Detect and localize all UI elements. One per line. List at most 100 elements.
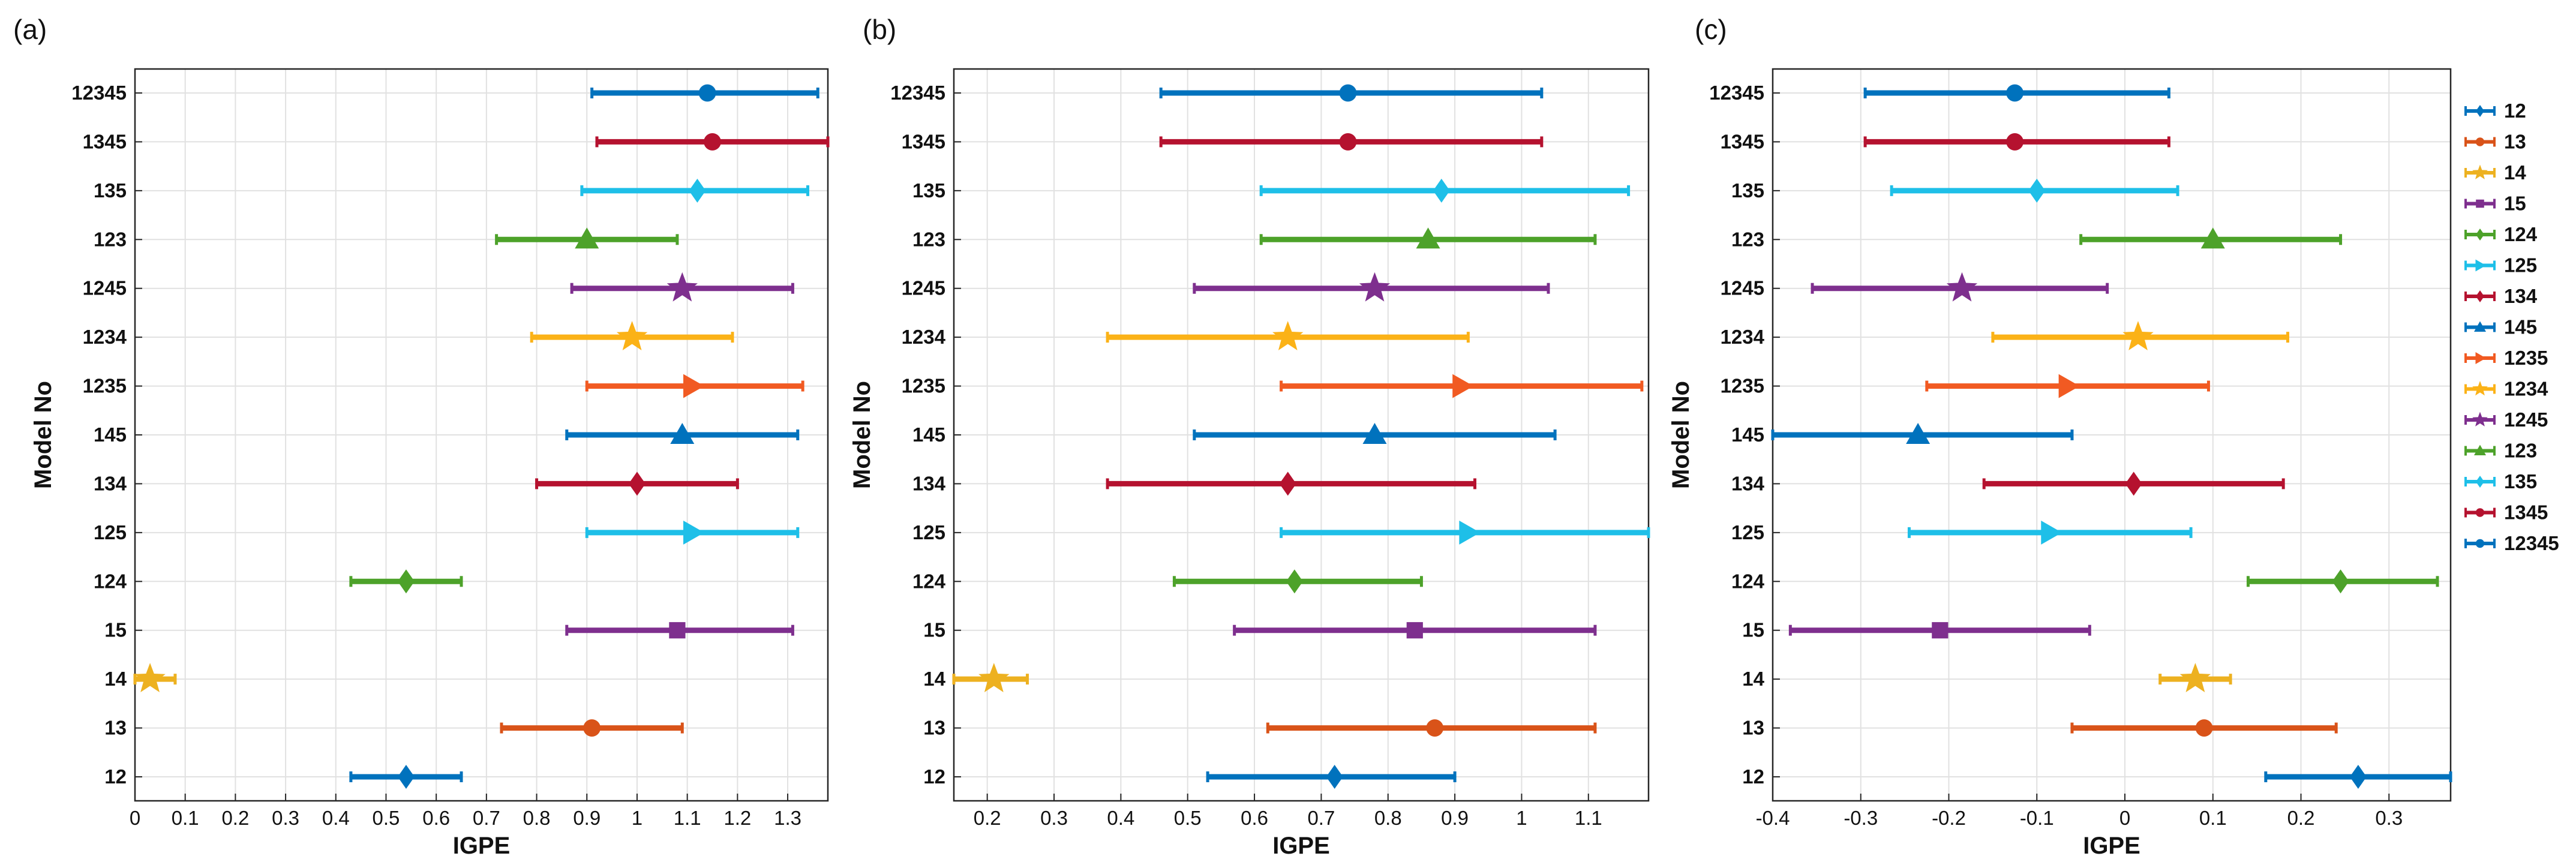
marker-145 <box>1906 423 1931 444</box>
marker-12345 <box>1339 84 1357 102</box>
axes-box <box>953 68 1650 802</box>
marker-15 <box>1932 622 1948 639</box>
y-tick-label: 14 <box>1742 668 1764 690</box>
legend-marker-15 <box>2476 199 2484 208</box>
marker-14 <box>134 663 166 692</box>
legend-label: 134 <box>2504 285 2538 307</box>
y-tick-label: 12 <box>1742 765 1764 788</box>
legend-entry-1245: 1245 <box>2464 409 2548 431</box>
x-tick-label: 1.2 <box>723 807 751 829</box>
errorbar-145 <box>1771 423 2074 444</box>
y-tick-label: 1234 <box>1721 326 1765 348</box>
y-tick-label: 12 <box>104 765 127 788</box>
x-tick-label: -0.1 <box>2020 807 2054 829</box>
marker-1245 <box>1359 272 1391 302</box>
x-axis-title: IGPE <box>1272 833 1330 856</box>
marker-13 <box>2195 719 2213 737</box>
marker-1235 <box>683 374 705 398</box>
errorbar-15 <box>1788 622 2091 639</box>
legend-marker-1245 <box>2472 412 2488 427</box>
y-axis-title: Model No <box>1668 381 1694 489</box>
legend-marker-1235 <box>2475 352 2486 364</box>
legend-entry-15: 15 <box>2464 193 2526 215</box>
legend-entry-1235: 1235 <box>2464 347 2548 369</box>
marker-125 <box>1459 520 1481 545</box>
legend-entry-134: 134 <box>2464 285 2538 307</box>
legend: 12 13 14 15 124 125 134 145 1235 1234 1245 123 135 13… <box>2457 89 2576 560</box>
errorbar-14 <box>952 663 1029 692</box>
marker-1235 <box>1452 374 1474 398</box>
legend-label: 15 <box>2504 193 2526 215</box>
errorbar-145 <box>565 423 800 444</box>
marker-1345 <box>704 133 721 151</box>
errorbar-125 <box>1907 520 2193 545</box>
errorbar-1345 <box>595 133 830 151</box>
errorbar-134 <box>1106 471 1476 496</box>
x-tick-label: 1 <box>1516 807 1527 829</box>
y-tick-label: 125 <box>1731 521 1764 543</box>
legend-label: 1245 <box>2504 409 2548 431</box>
errorbar-1245 <box>1811 272 2109 302</box>
legend-marker-145 <box>2474 321 2486 332</box>
y-tick-label: 1235 <box>83 375 127 397</box>
y-tick-label: 13 <box>923 717 945 739</box>
errorbar-134 <box>1982 471 2285 496</box>
legend-entry-12345: 12345 <box>2464 532 2559 554</box>
marker-125 <box>683 520 705 545</box>
marker-15 <box>669 622 686 639</box>
panel-label: (b) <box>863 14 896 45</box>
y-tick-label: 1345 <box>83 130 127 152</box>
x-axis-title: IGPE <box>453 833 511 856</box>
y-tick-label: 135 <box>94 179 127 202</box>
legend-marker-125 <box>2475 259 2486 272</box>
marker-12345 <box>2006 84 2023 102</box>
marker-134 <box>628 471 645 496</box>
x-tick-label: 0.2 <box>221 807 249 829</box>
legend-label: 125 <box>2504 254 2537 277</box>
y-tick-label: 1245 <box>83 277 127 299</box>
marker-135 <box>2028 178 2046 203</box>
y-tick-label: 14 <box>104 668 127 690</box>
x-tick-label: 0.7 <box>1307 807 1335 829</box>
marker-14 <box>978 663 1010 692</box>
legend-label: 145 <box>2504 316 2537 338</box>
y-tick-label: 1235 <box>1721 375 1764 397</box>
legend-marker-123 <box>2474 444 2486 455</box>
panel-3: -0.4 -0.3 -0.2 -0.1 0 0.1 0.2 0.3 12 13 14 15 124 125… <box>1668 14 2576 856</box>
marker-123 <box>1416 227 1440 249</box>
errorbar-135 <box>580 178 810 203</box>
marker-13 <box>1426 719 1444 737</box>
errorbar-1235 <box>585 374 804 398</box>
y-tick-label: 12 <box>923 765 945 788</box>
marker-12 <box>2349 765 2367 789</box>
legend-entry-12: 12 <box>2464 100 2526 122</box>
y-tick-label: 1234 <box>902 326 946 348</box>
errorbar-123 <box>1259 227 1597 249</box>
x-tick-label: 0.5 <box>373 807 400 829</box>
y-tick-label: 12345 <box>890 82 945 104</box>
marker-145 <box>670 423 695 444</box>
legend-marker-134 <box>2476 290 2484 302</box>
marker-124 <box>2332 569 2349 594</box>
y-tick-label: 1345 <box>902 130 945 152</box>
y-tick-label: 13 <box>104 717 127 739</box>
marker-123 <box>575 227 599 249</box>
x-tick-label: 0.2 <box>2287 807 2315 829</box>
errorbar-125 <box>1280 520 1650 545</box>
legend-marker-12345 <box>2475 539 2485 548</box>
errorbar-1235 <box>1280 374 1644 398</box>
legend-label: 123 <box>2504 440 2537 462</box>
x-tick-label: 0.5 <box>1174 807 1202 829</box>
x-tick-label: 0.1 <box>172 807 199 829</box>
x-tick-label: 1.1 <box>674 807 701 829</box>
x-tick-label: 0.6 <box>422 807 450 829</box>
marker-1235 <box>2058 374 2080 398</box>
panel-label: (a) <box>13 14 47 45</box>
legend-label: 13 <box>2504 131 2526 153</box>
marker-125 <box>2041 520 2062 545</box>
errorbar-124 <box>1172 569 1423 594</box>
errorbar-1345 <box>1159 133 1544 151</box>
y-tick-label: 123 <box>94 228 127 250</box>
legend-entry-14: 14 <box>2464 161 2526 184</box>
